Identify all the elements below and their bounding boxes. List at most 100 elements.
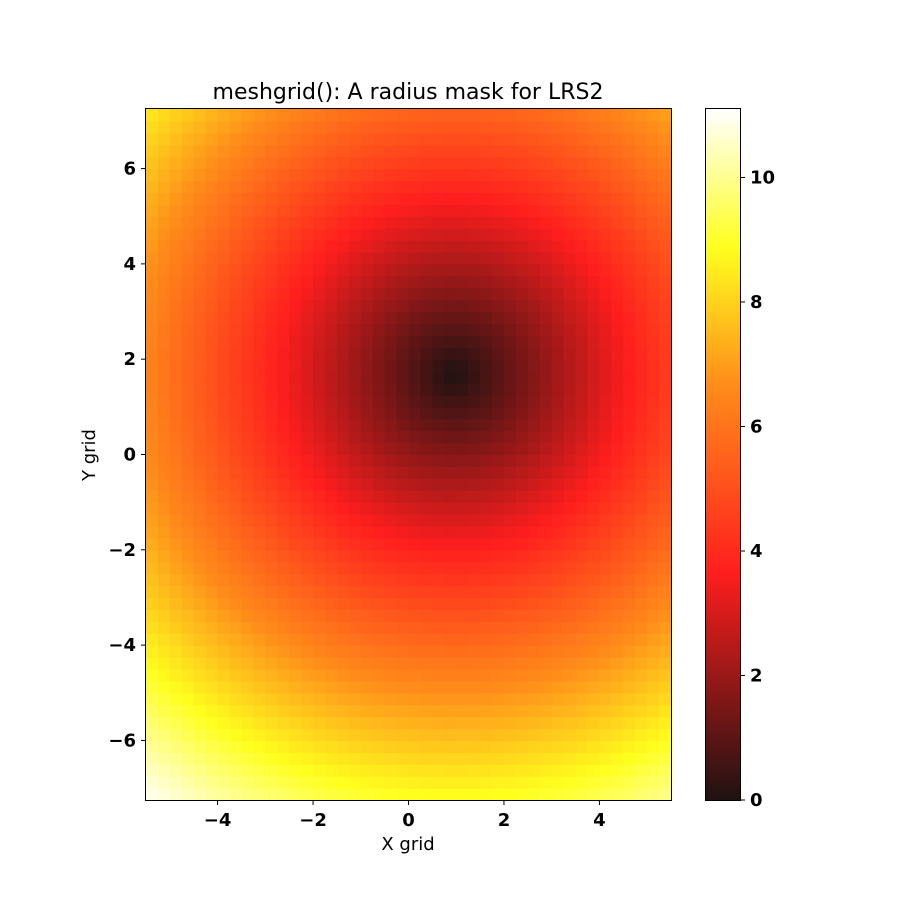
heatmap-cell	[265, 585, 278, 599]
colorbar-band	[706, 492, 740, 496]
heatmap-cell	[265, 680, 278, 694]
heatmap-cell	[193, 228, 207, 241]
heatmap-cell	[515, 299, 529, 313]
heatmap-cell	[253, 430, 266, 444]
heatmap-cell	[551, 144, 565, 158]
heatmap-cell	[372, 347, 386, 360]
heatmap-cell	[599, 454, 612, 468]
heatmap-cell	[468, 120, 481, 134]
heatmap-cell	[456, 371, 469, 384]
heatmap-cell	[527, 752, 541, 765]
heatmap-cell	[623, 228, 636, 241]
heatmap-cell	[563, 347, 577, 360]
colorbar-band	[706, 473, 740, 477]
heatmap-cell	[205, 740, 219, 753]
heatmap-cell	[324, 585, 338, 599]
heatmap-cell	[289, 263, 302, 277]
heatmap-cell	[217, 323, 231, 336]
heatmap-cell	[468, 633, 481, 646]
heatmap-cell	[563, 633, 577, 646]
heatmap-cell	[599, 633, 612, 646]
heatmap-cell	[515, 585, 529, 599]
heatmap-cell	[468, 109, 481, 122]
heatmap-cell	[289, 132, 302, 146]
heatmap-cell	[384, 537, 398, 551]
colorbar-band	[706, 416, 740, 421]
heatmap-cell	[587, 537, 601, 551]
heatmap-cell	[157, 359, 171, 372]
heatmap-cell	[336, 514, 350, 527]
heatmap-cell	[503, 204, 517, 217]
heatmap-cell	[181, 442, 195, 456]
heatmap-cell	[587, 585, 601, 599]
heatmap-cell	[515, 692, 529, 706]
heatmap-cell	[659, 764, 672, 777]
heatmap-cell	[456, 251, 469, 265]
heatmap-cell	[551, 430, 565, 444]
heatmap-cell	[563, 525, 577, 539]
heatmap-cell	[396, 764, 410, 777]
heatmap-cell	[348, 299, 362, 313]
heatmap-cell	[527, 633, 541, 646]
heatmap-cell	[193, 311, 207, 325]
heatmap-cell	[515, 287, 529, 301]
heatmap-cell	[313, 418, 326, 432]
heatmap-cell	[348, 573, 362, 587]
heatmap-cell	[456, 263, 469, 277]
colorbar-band	[706, 189, 740, 194]
heatmap-cell	[146, 216, 159, 229]
heatmap-cell	[336, 478, 350, 491]
heatmap-cell	[647, 549, 660, 563]
heatmap-cell	[372, 430, 386, 444]
heatmap-cell	[659, 597, 672, 610]
heatmap-cell	[360, 180, 374, 193]
heatmap-cell	[492, 633, 505, 646]
heatmap-cell	[611, 442, 624, 456]
heatmap-cell	[324, 454, 338, 468]
heatmap-cell	[396, 180, 410, 193]
heatmap-cell	[551, 752, 565, 765]
colorbar-band	[706, 594, 740, 599]
heatmap-cell	[181, 406, 195, 420]
heatmap-cell	[289, 109, 302, 122]
heatmap-cell	[635, 180, 648, 193]
colorbar-band	[706, 662, 740, 666]
heatmap-cell	[456, 323, 469, 336]
heatmap-cell	[301, 502, 314, 515]
heatmap-cell	[253, 109, 266, 122]
heatmap-cell	[456, 525, 469, 539]
heatmap-cell	[205, 418, 219, 432]
heatmap-cell	[336, 335, 350, 348]
heatmap-cell	[324, 478, 338, 491]
heatmap-cell	[360, 633, 374, 646]
heatmap-cell	[301, 180, 314, 193]
heatmap-cell	[444, 120, 457, 134]
heatmap-cell	[599, 502, 612, 515]
heatmap-cell	[515, 776, 529, 789]
heatmap-cell	[301, 251, 314, 265]
heatmap-cell	[539, 347, 553, 360]
heatmap-cell	[146, 549, 159, 563]
heatmap-cell	[360, 109, 374, 122]
heatmap-cell	[551, 561, 565, 575]
heatmap-cell	[157, 132, 171, 146]
heatmap-cell	[313, 525, 326, 539]
heatmap-cell	[611, 120, 624, 134]
heatmap-cell	[527, 132, 541, 146]
heatmap-cell	[169, 549, 183, 563]
heatmap-cell	[575, 204, 589, 217]
heatmap-cell	[336, 192, 350, 205]
heatmap-cell	[146, 573, 159, 587]
heatmap-cell	[360, 156, 374, 170]
heatmap-cell	[444, 657, 457, 670]
heatmap-cell	[289, 514, 302, 527]
heatmap-cell	[277, 657, 290, 670]
heatmap-cell	[659, 335, 672, 348]
colorbar-band	[706, 165, 740, 169]
heatmap-cell	[420, 359, 433, 372]
heatmap-cell	[551, 204, 565, 217]
heatmap-cell	[157, 430, 171, 444]
heatmap-cell	[241, 251, 254, 265]
heatmap-cell	[265, 240, 278, 253]
colorbar-band	[706, 481, 740, 485]
